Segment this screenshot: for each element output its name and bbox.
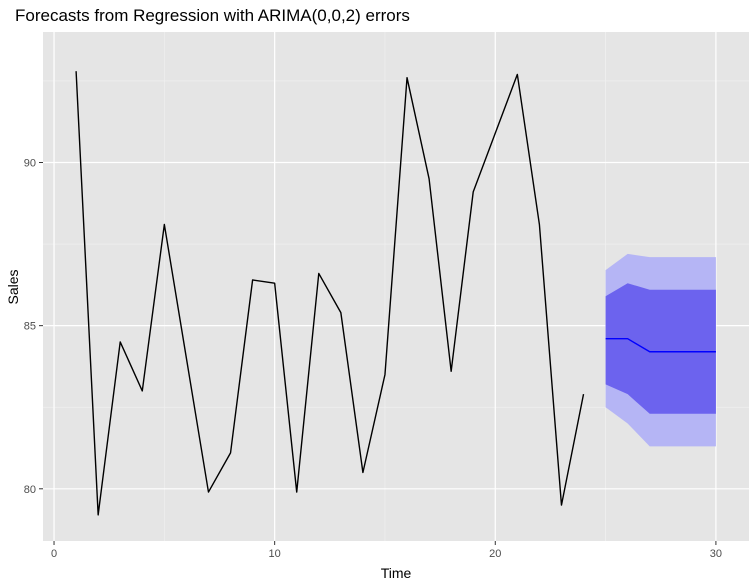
series-lines	[75, 71, 716, 516]
x-tick-label: 0	[51, 548, 57, 560]
observed-series-line	[75, 71, 585, 516]
chart-title: Forecasts from Regression with ARIMA(0,0…	[15, 6, 410, 25]
interval-band-80	[605, 283, 716, 414]
x-axis-title: Time	[381, 565, 412, 581]
x-tick-label: 30	[710, 548, 722, 560]
y-tick-label: 85	[24, 321, 36, 333]
x-tick-label: 20	[489, 548, 501, 560]
y-tick-label: 80	[24, 484, 36, 496]
axis-tick-labels: 0 10 20 30 80 85 90	[24, 158, 722, 560]
y-axis-title: Sales	[5, 269, 21, 304]
y-tick-label: 90	[24, 158, 36, 170]
prediction-intervals	[605, 253, 716, 447]
x-tick-label: 10	[269, 548, 281, 560]
forecast-series-line	[605, 338, 716, 353]
axis-ticks	[39, 162, 717, 545]
